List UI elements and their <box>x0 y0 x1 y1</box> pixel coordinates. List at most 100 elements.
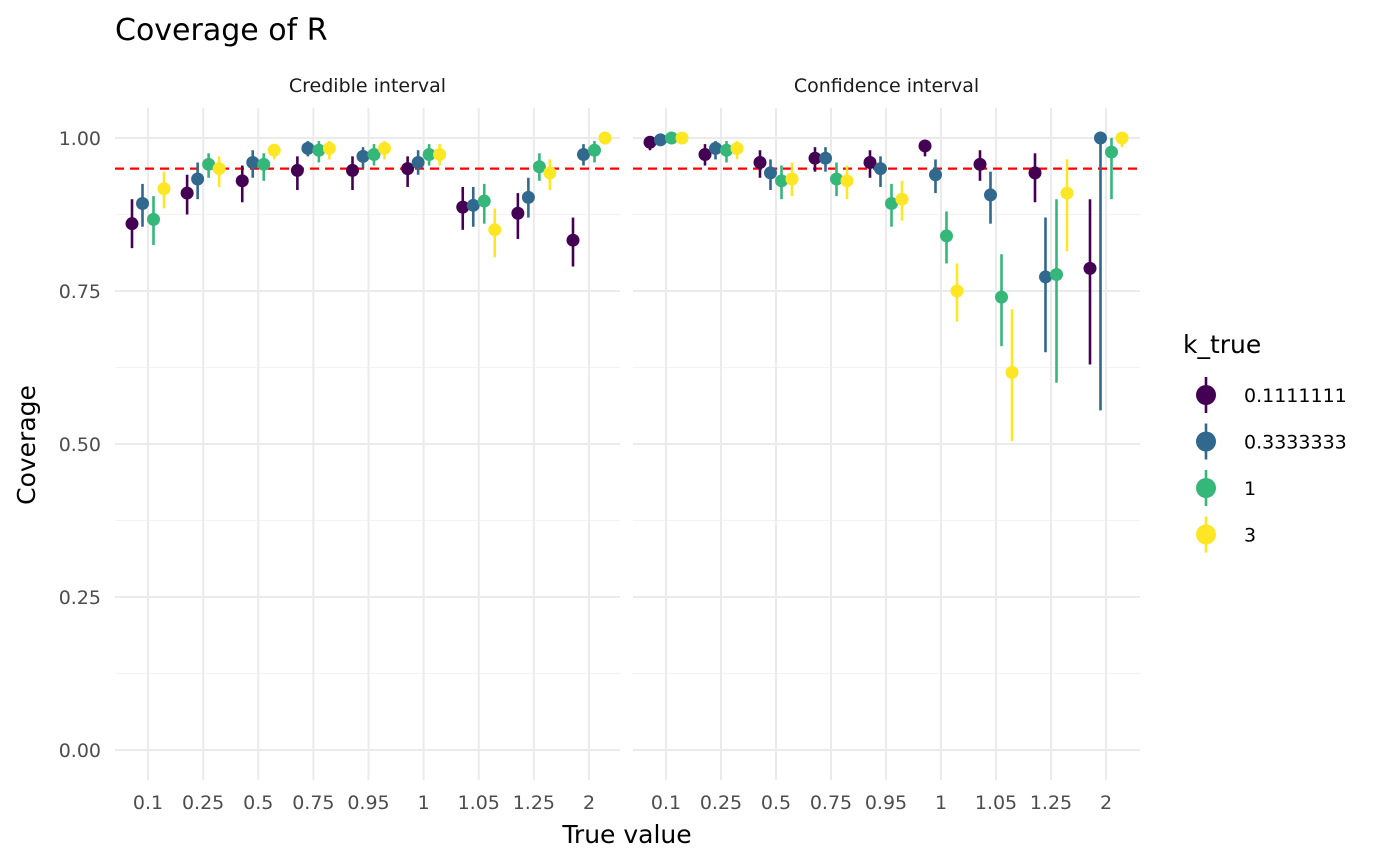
x-axis-title: True value <box>561 820 691 849</box>
data-point <box>378 141 391 155</box>
data-point <box>157 182 171 196</box>
data-point <box>147 212 160 226</box>
x-tick-label: 0.95 <box>865 792 907 814</box>
data-point <box>598 131 612 145</box>
data-point <box>995 290 1008 304</box>
data-point <box>312 143 326 157</box>
data-point <box>456 200 470 214</box>
legend-item: 0.1111111 <box>1196 377 1347 413</box>
data-point <box>675 131 689 145</box>
y-tick-label: 0.00 <box>59 740 101 762</box>
legend-label: 0.1111111 <box>1244 385 1347 407</box>
x-tick-label: 0.95 <box>347 792 389 814</box>
data-point <box>290 163 304 177</box>
data-point <box>753 155 767 169</box>
data-point <box>874 162 887 176</box>
x-tick-label: 1.05 <box>975 792 1017 814</box>
data-point <box>1039 270 1052 284</box>
data-point <box>521 190 535 204</box>
y-tick-label: 1.00 <box>59 128 101 150</box>
x-tick-label: 0.25 <box>182 792 224 814</box>
data-point <box>764 166 777 180</box>
data-point <box>267 143 281 157</box>
legend-key-point <box>1196 524 1216 545</box>
data-point <box>785 172 799 186</box>
data-point <box>720 143 733 157</box>
data-point <box>643 135 657 149</box>
data-point <box>1115 131 1129 145</box>
chart-title: Coverage of R <box>115 13 328 48</box>
data-point <box>984 188 997 202</box>
x-tick-label: 0.5 <box>243 792 273 814</box>
legend-item: 0.3333333 <box>1196 423 1347 460</box>
data-point <box>819 151 832 165</box>
data-point <box>191 172 205 186</box>
data-point <box>422 148 436 162</box>
facet-label: Confidence interval <box>794 75 979 97</box>
data-point <box>950 284 964 298</box>
data-point <box>401 162 415 176</box>
data-point <box>1083 261 1097 275</box>
data-point <box>1094 131 1107 145</box>
data-point <box>775 174 788 188</box>
facet-panel: Confidence interval 0.1 0.25 0.5 0.75 0.95 1 1.… <box>633 75 1140 814</box>
x-tick-label: 1 <box>418 792 430 814</box>
data-point <box>885 196 898 210</box>
data-point <box>973 157 987 171</box>
data-point <box>356 149 370 163</box>
legend-label: 0.3333333 <box>1244 432 1347 454</box>
data-point <box>1028 166 1042 180</box>
data-point <box>212 162 226 176</box>
data-point <box>322 141 336 155</box>
legend: k_true 0.1111111 0.3333333 1 3 <box>1183 330 1347 553</box>
y-tick-label: 0.50 <box>59 434 101 456</box>
data-point <box>433 148 447 162</box>
legend-key-point <box>1196 431 1216 452</box>
data-point <box>246 155 260 169</box>
x-tick-label: 2 <box>1100 792 1112 814</box>
x-tick-label: 1.25 <box>1030 792 1072 814</box>
data-point <box>466 198 480 212</box>
legend-label: 3 <box>1244 525 1256 547</box>
legend-title: k_true <box>1183 330 1261 359</box>
x-tick-label: 1.05 <box>458 792 500 814</box>
x-tick-label: 0.1 <box>651 792 681 814</box>
data-point <box>301 141 315 155</box>
data-point <box>709 141 722 155</box>
x-tick-label: 1 <box>935 792 947 814</box>
x-tick-label: 0.25 <box>700 792 742 814</box>
data-point <box>830 172 843 186</box>
data-point <box>1050 267 1063 281</box>
data-point <box>566 233 580 247</box>
legend-item: 1 <box>1196 470 1256 506</box>
data-point <box>840 174 854 188</box>
data-point <box>863 155 877 169</box>
x-tick-label: 1.25 <box>513 792 555 814</box>
legend-label: 1 <box>1244 478 1256 500</box>
y-tick-label: 0.25 <box>59 587 101 609</box>
facet-panel: Credible interval 0.1 0.25 0.5 0.75 0.95 1 1.05… <box>115 75 620 814</box>
data-point <box>895 192 909 206</box>
data-point <box>929 168 942 182</box>
data-point <box>588 143 601 157</box>
x-tick-label: 0.1 <box>133 792 163 814</box>
data-point <box>654 133 667 147</box>
data-point <box>477 194 491 208</box>
data-point <box>202 157 216 171</box>
y-axis-title: Coverage <box>12 385 41 505</box>
legend-key-point <box>1196 385 1216 405</box>
data-point <box>125 217 139 231</box>
data-point <box>257 157 271 171</box>
data-point <box>1105 145 1118 159</box>
data-point <box>1005 365 1019 379</box>
x-tick-label: 2 <box>583 792 595 814</box>
y-tick-label: 0.75 <box>59 281 101 303</box>
data-point <box>488 223 502 237</box>
data-point <box>532 160 546 174</box>
data-point <box>180 186 194 200</box>
data-point <box>1060 186 1074 200</box>
data-point <box>730 141 744 155</box>
data-point <box>136 196 149 210</box>
x-tick-label: 0.75 <box>292 792 334 814</box>
